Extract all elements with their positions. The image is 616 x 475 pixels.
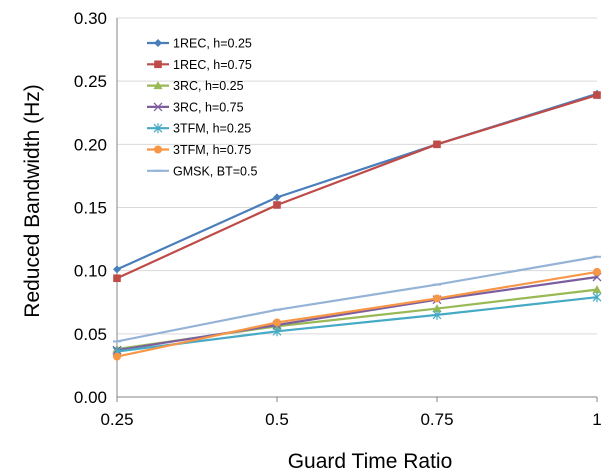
legend-label: 3RC, h=0.25 [173, 79, 244, 93]
legend-entry: 3RC, h=0.75 [147, 100, 244, 114]
y-tick-labels: 0.00 0.05 0.10 0.15 0.20 0.25 0.30 [74, 9, 107, 407]
legend-marker [154, 39, 162, 47]
data-point [593, 267, 601, 276]
x-tick-label: 0.75 [420, 410, 453, 429]
legend-label: 3RC, h=0.75 [173, 100, 244, 114]
series-line [116, 288, 598, 351]
y-tick-label: 0.10 [74, 262, 107, 281]
x-tick-label: 1 [592, 410, 601, 429]
y-tick-label: 0.25 [74, 72, 107, 91]
legend-marker [153, 102, 163, 112]
data-point [433, 140, 441, 149]
series-6 [113, 267, 601, 361]
legend-entry: 1REC, h=0.25 [147, 37, 252, 51]
x-tick-label: 0.25 [100, 410, 133, 429]
legend-entry: 3TFM, h=0.75 [147, 143, 251, 157]
x-tick-label: 0.5 [265, 410, 289, 429]
y-axis-label: Reduced Bandwidth (Hz) [21, 84, 44, 317]
legend-entry: GMSK, BT=0.5 [147, 164, 257, 178]
legend-label: GMSK, BT=0.5 [173, 164, 257, 178]
y-tick-label: 0.30 [74, 9, 107, 28]
data-point [432, 304, 442, 313]
legend-entry: 3RC, h=0.25 [147, 79, 244, 93]
data-point [273, 193, 281, 202]
data-point [592, 285, 602, 294]
legend-label: 3TFM, h=0.75 [173, 143, 251, 157]
data-point [273, 201, 281, 209]
data-point [433, 294, 441, 303]
gridlines [117, 17, 597, 335]
y-tick-label: 0.00 [74, 388, 107, 407]
data-point [113, 274, 121, 283]
series-line [116, 255, 598, 343]
series-line [116, 270, 598, 358]
legend-entry: 3TFM, h=0.25 [147, 122, 251, 136]
series-group [112, 89, 602, 361]
data-point [592, 292, 602, 303]
legend-marker [154, 60, 162, 69]
series-7 [113, 255, 601, 343]
legend-entry: 1REC, h=0.75 [147, 58, 252, 72]
axes [116, 18, 598, 402]
data-point [272, 326, 282, 337]
series-2 [113, 91, 601, 283]
series-line [116, 275, 598, 352]
series-line [116, 296, 598, 353]
y-tick-label: 0.20 [74, 135, 107, 154]
y-tick-label: 0.15 [74, 199, 107, 218]
data-point [113, 352, 121, 361]
legend-label: 1REC, h=0.75 [173, 58, 252, 72]
series-line [116, 94, 598, 280]
data-point [432, 309, 442, 320]
legend-label: 3TFM, h=0.25 [173, 122, 251, 136]
series-line [116, 92, 598, 271]
x-tick-labels: 0.25 0.5 0.75 1 [100, 410, 601, 429]
data-point [113, 265, 121, 274]
legend: 1REC, h=0.25 1REC, h=0.75 3RC, h=0.25 3RC, … [147, 37, 257, 178]
x-axis-label: Guard Time Ratio [288, 450, 453, 473]
legend-marker [153, 81, 163, 90]
legend-marker [154, 145, 162, 154]
y-tick-label: 0.05 [74, 325, 107, 344]
legend-label: 1REC, h=0.25 [173, 37, 252, 51]
data-point [593, 91, 601, 99]
legend-marker [153, 123, 163, 134]
series-5 [112, 292, 602, 357]
data-point [273, 318, 281, 327]
